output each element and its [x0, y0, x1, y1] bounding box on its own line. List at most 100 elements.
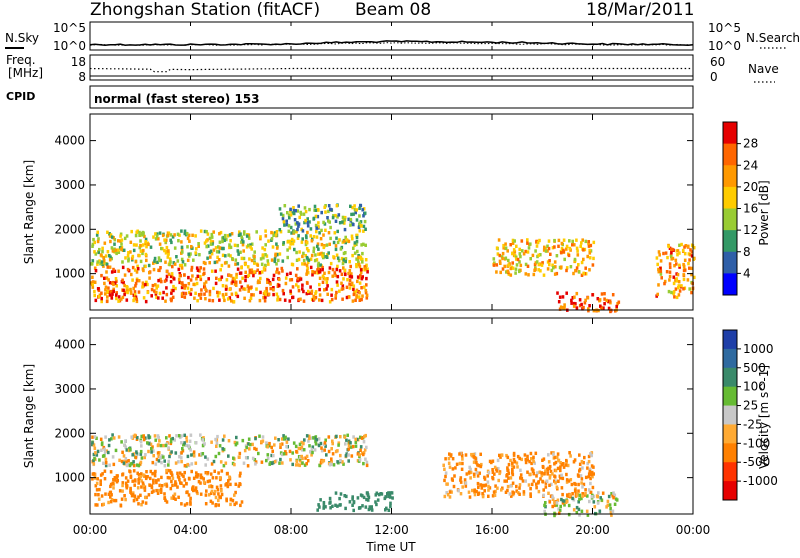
data-cell — [183, 441, 186, 445]
data-cell — [288, 299, 292, 303]
data-cell — [133, 292, 137, 297]
data-cell — [260, 460, 264, 464]
data-cell — [529, 487, 532, 491]
data-cell — [530, 467, 534, 471]
data-cell — [139, 493, 142, 497]
data-cell — [519, 254, 522, 259]
data-cell — [306, 281, 309, 285]
data-cell — [129, 475, 133, 479]
data-cell — [122, 248, 126, 252]
data-cell — [329, 506, 332, 510]
data-cell — [285, 440, 289, 444]
data-cell — [238, 288, 242, 292]
colorbar-segment — [723, 348, 737, 369]
data-cell — [103, 241, 107, 245]
data-cell — [565, 478, 569, 482]
data-cell — [282, 292, 285, 296]
data-cell — [246, 265, 250, 269]
data-cell — [233, 462, 236, 467]
data-cell — [660, 276, 663, 280]
data-cell — [108, 232, 111, 236]
data-cell — [185, 435, 188, 440]
data-cell — [561, 499, 565, 503]
data-cell — [247, 236, 251, 240]
data-cell — [207, 277, 210, 281]
data-cell — [506, 473, 509, 477]
data-cell — [241, 243, 245, 247]
data-cell — [258, 280, 261, 284]
data-cell — [587, 241, 590, 246]
data-cell — [278, 252, 282, 256]
data-cell — [216, 255, 219, 259]
data-cell — [228, 233, 232, 237]
data-cell — [581, 492, 584, 496]
data-cell — [240, 500, 244, 504]
data-cell — [95, 453, 99, 457]
data-cell — [284, 450, 287, 454]
data-cell — [199, 292, 203, 296]
data-cell — [279, 445, 282, 449]
data-cell — [185, 482, 188, 486]
data-cell — [322, 252, 325, 256]
data-cell — [354, 440, 358, 444]
data-cell — [226, 484, 230, 489]
data-cell — [678, 289, 682, 293]
data-cell — [328, 242, 331, 246]
data-cell — [131, 491, 135, 495]
data-cell — [291, 462, 294, 467]
data-cell — [129, 287, 132, 292]
data-cell — [111, 249, 115, 253]
power-y-axis-label: Slant Range [km] — [22, 160, 36, 264]
data-cell — [601, 491, 605, 495]
data-cell — [360, 286, 363, 290]
data-cell — [143, 485, 147, 489]
data-cell — [343, 227, 347, 232]
data-cell — [305, 263, 309, 268]
data-cell — [291, 285, 295, 289]
data-cell — [553, 479, 556, 483]
data-cell — [459, 492, 463, 496]
data-cell — [135, 497, 139, 502]
data-cell — [289, 225, 293, 230]
data-cell — [222, 464, 226, 468]
data-cell — [598, 298, 602, 302]
data-cell — [293, 218, 297, 222]
data-cell — [228, 296, 232, 300]
data-cell — [357, 260, 360, 265]
data-cell — [167, 231, 171, 235]
data-cell — [595, 494, 599, 498]
data-cell — [557, 238, 561, 243]
data-cell — [140, 479, 143, 483]
data-cell — [690, 266, 693, 271]
data-cell — [156, 260, 159, 264]
data-cell — [124, 256, 127, 260]
data-cell — [509, 476, 513, 480]
data-cell — [222, 295, 225, 299]
data-cell — [281, 269, 284, 273]
data-cell — [345, 494, 348, 499]
data-cell — [173, 438, 176, 442]
data-cell — [316, 214, 320, 219]
data-cell — [242, 256, 246, 261]
data-cell — [105, 276, 109, 280]
data-cell — [249, 245, 252, 249]
data-cell — [553, 238, 556, 243]
data-cell — [297, 224, 300, 228]
data-cell — [321, 274, 325, 278]
data-cell — [672, 290, 676, 294]
data-cell — [547, 239, 551, 243]
data-cell — [210, 252, 214, 256]
data-cell — [163, 496, 166, 500]
colorbar-segment — [723, 230, 737, 253]
data-cell — [255, 447, 258, 452]
data-cell — [307, 434, 311, 438]
data-cell — [202, 267, 206, 271]
data-cell — [180, 502, 183, 506]
data-cell — [529, 492, 532, 496]
data-cell — [183, 433, 186, 437]
data-cell — [592, 309, 596, 313]
data-cell — [139, 440, 143, 444]
data-cell — [108, 254, 111, 258]
data-cell — [99, 253, 103, 257]
data-cell — [662, 251, 665, 256]
